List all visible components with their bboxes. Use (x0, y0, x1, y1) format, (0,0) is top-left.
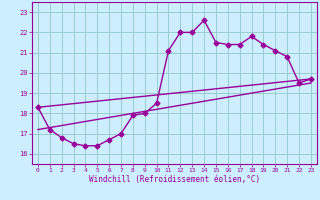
X-axis label: Windchill (Refroidissement éolien,°C): Windchill (Refroidissement éolien,°C) (89, 175, 260, 184)
